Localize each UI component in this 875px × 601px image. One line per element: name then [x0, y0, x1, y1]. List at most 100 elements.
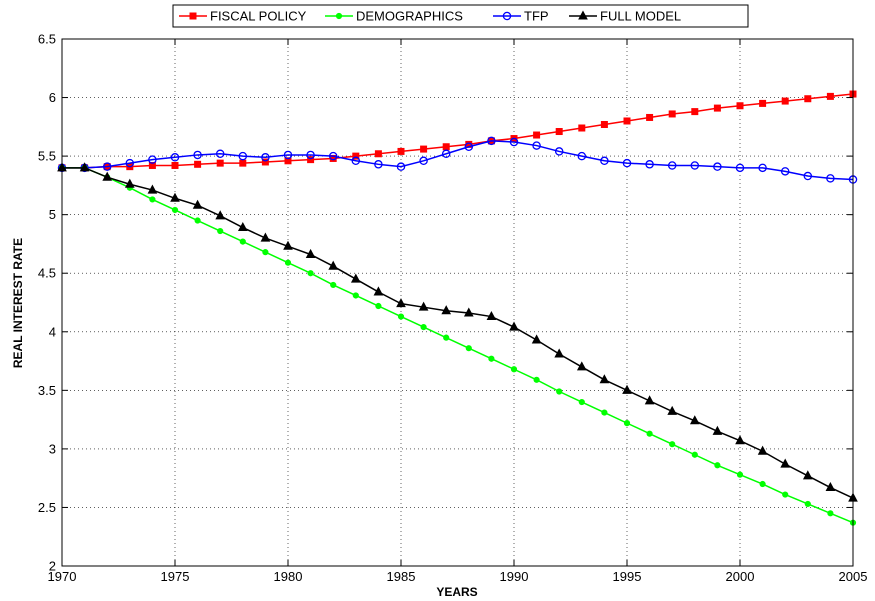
- data-point-fiscal-policy: [420, 145, 428, 153]
- data-point-tfp: [554, 147, 564, 156]
- data-point-demographics: [578, 398, 585, 406]
- series-fiscal-policy: [58, 90, 857, 172]
- data-point-demographics: [217, 227, 224, 235]
- y-tick-label: 6.5: [38, 32, 56, 47]
- data-point-fiscal-policy: [171, 161, 179, 169]
- data-point-demographics: [149, 196, 156, 203]
- data-point-full-model: [757, 445, 768, 455]
- data-point-fiscal-policy: [352, 152, 360, 160]
- data-point-tfp: [713, 162, 722, 171]
- series-layer: [57, 90, 858, 526]
- data-point-demographics: [556, 388, 563, 395]
- data-point-tfp: [306, 150, 315, 160]
- y-tick-label: 3: [49, 441, 56, 456]
- data-point-fiscal-policy: [826, 92, 834, 100]
- x-tick-label: 1995: [613, 569, 642, 584]
- data-point-demographics: [804, 500, 811, 508]
- ticks: 1970 1975 1980 1985 1990 1995 2000 2005 2 2.5 3 3.5…: [38, 32, 868, 585]
- data-point-full-model: [667, 405, 678, 415]
- series-tfp: [57, 136, 858, 184]
- data-point-fiscal-policy: [307, 156, 315, 164]
- data-point-demographics: [465, 345, 472, 352]
- data-point-fiscal-policy: [533, 131, 541, 139]
- legend-item-demographics: DEMOGRAPHICS: [325, 9, 463, 24]
- data-point-fiscal-policy: [623, 117, 631, 125]
- y-tick-label: 3.5: [38, 383, 56, 398]
- data-point-demographics: [397, 313, 405, 320]
- legend-label: DEMOGRAPHICS: [356, 9, 463, 24]
- y-tick-label: 5.5: [38, 149, 56, 164]
- data-point-fiscal-policy: [194, 160, 202, 168]
- data-point-fiscal-policy: [646, 113, 654, 121]
- y-tick-label: 6: [49, 90, 56, 105]
- data-point-tfp: [735, 163, 745, 173]
- data-point-tfp: [622, 158, 632, 168]
- data-point-tfp: [419, 156, 428, 166]
- plot-frame: [61, 38, 854, 567]
- data-point-full-model: [712, 425, 723, 435]
- x-tick-label: 1975: [161, 569, 190, 584]
- data-point-tfp: [577, 151, 587, 161]
- data-point-full-model: [192, 199, 203, 209]
- data-point-full-model: [124, 178, 135, 188]
- data-point-fiscal-policy: [555, 128, 563, 136]
- legend-marker: [578, 10, 588, 20]
- data-point-fiscal-policy: [374, 150, 382, 158]
- data-point-full-model: [260, 232, 271, 242]
- x-tick-label: 1980: [274, 569, 303, 584]
- data-point-full-model: [622, 384, 632, 394]
- y-tick-label: 2: [49, 559, 56, 574]
- data-point-full-model: [373, 286, 384, 296]
- y-tick-label: 4.5: [38, 266, 56, 281]
- data-point-fiscal-policy: [442, 143, 450, 151]
- legend-box: [172, 4, 749, 28]
- data-point-fiscal-policy: [759, 99, 767, 107]
- data-point-full-model: [735, 435, 745, 445]
- legend-item-fiscal-policy: FISCAL POLICY: [179, 9, 307, 24]
- data-point-tfp: [396, 162, 406, 171]
- x-tick-label: 2005: [839, 569, 868, 584]
- legend: FISCAL POLICY DEMOGRAPHICS TFP FULL MODEL: [172, 4, 749, 28]
- data-point-full-model: [170, 192, 180, 202]
- data-point-demographics: [262, 249, 269, 256]
- data-point-demographics: [691, 451, 698, 458]
- data-point-demographics: [759, 480, 766, 488]
- data-point-tfp: [826, 174, 835, 183]
- legend-label: TFP: [524, 9, 549, 24]
- data-point-tfp: [148, 155, 157, 164]
- data-point-fiscal-policy: [713, 104, 721, 112]
- data-point-tfp: [758, 163, 767, 173]
- x-tick-label: 1970: [48, 569, 77, 584]
- data-point-demographics: [284, 259, 292, 266]
- data-point-full-model: [689, 415, 700, 425]
- y-tick-label: 2.5: [38, 500, 56, 515]
- data-point-tfp: [215, 149, 225, 159]
- data-point-demographics: [488, 355, 495, 362]
- data-point-tfp: [690, 161, 700, 170]
- data-point-full-model: [576, 361, 587, 371]
- data-point-tfp: [125, 158, 135, 168]
- data-point-fiscal-policy: [781, 97, 789, 105]
- data-point-full-model: [554, 348, 565, 358]
- x-axis-title: YEARS: [436, 585, 477, 599]
- plot-area: [62, 39, 853, 566]
- data-point-fiscal-policy: [668, 110, 676, 118]
- data-point-full-model: [237, 221, 248, 232]
- data-point-tfp: [600, 156, 609, 166]
- data-point-tfp: [238, 151, 248, 161]
- data-point-demographics: [375, 302, 382, 310]
- data-point-tfp: [351, 156, 361, 166]
- data-point-demographics: [736, 471, 744, 478]
- data-point-fiscal-policy: [578, 124, 586, 132]
- legend-marker: [502, 11, 512, 21]
- legend-marker: [189, 12, 197, 20]
- data-point-full-model: [102, 171, 113, 181]
- data-point-full-model: [644, 395, 655, 405]
- data-point-tfp: [193, 150, 202, 160]
- data-point-demographics: [827, 510, 834, 517]
- data-point-full-model: [486, 310, 497, 321]
- data-point-demographics: [443, 334, 450, 341]
- data-point-demographics: [533, 376, 540, 383]
- legend-item-tfp: TFP: [493, 9, 549, 24]
